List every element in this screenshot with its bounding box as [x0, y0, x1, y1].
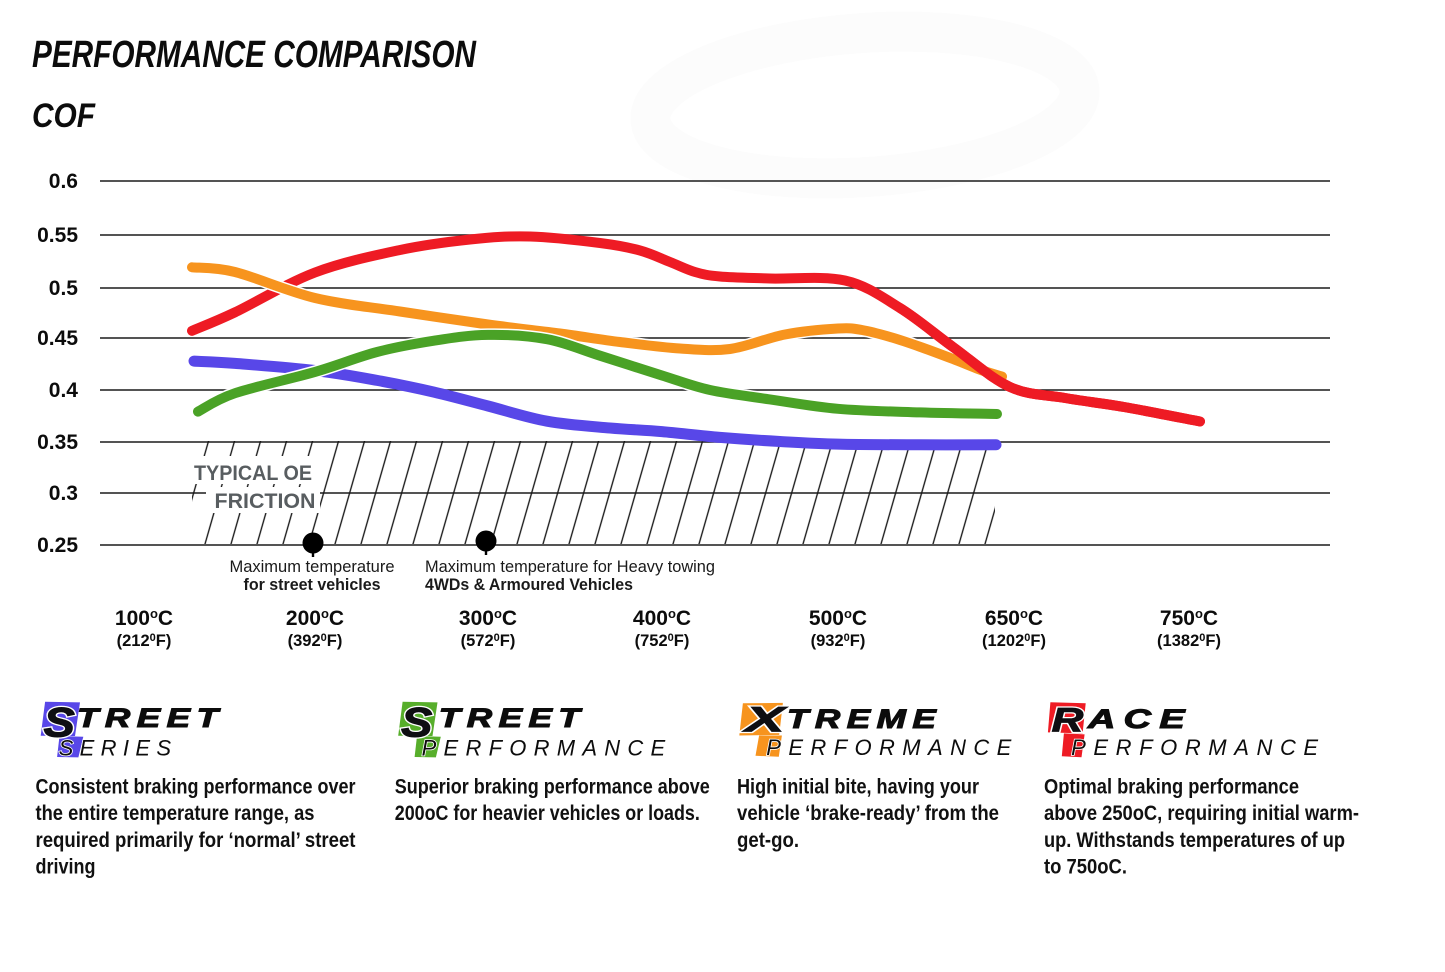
svg-text:S: S — [44, 700, 76, 746]
svg-text:R: R — [1052, 701, 1085, 739]
svg-text:(3920F): (3920F) — [288, 632, 343, 650]
svg-text:X: X — [741, 700, 787, 739]
svg-text:vehicle ‘brake-ready’ from the: vehicle ‘brake-ready’ from the — [737, 801, 999, 825]
svg-text:PERFORMANCE: PERFORMANCE — [422, 736, 666, 761]
svg-text:0.4: 0.4 — [49, 379, 79, 402]
svg-text:TREET: TREET — [77, 703, 225, 733]
svg-text:(13820F): (13820F) — [1157, 632, 1221, 650]
svg-text:(12020F): (12020F) — [982, 632, 1046, 650]
svg-text:(5720F): (5720F) — [461, 632, 516, 650]
svg-text:0.5: 0.5 — [49, 277, 79, 300]
svg-text:required primarily for ‘normal: required primarily for ‘normal’ street — [36, 828, 356, 852]
svg-text:ACE: ACE — [1087, 704, 1193, 734]
svg-text:FRICTION: FRICTION — [215, 490, 316, 513]
svg-text:100oC: 100oC — [115, 606, 173, 630]
svg-text:S: S — [44, 700, 76, 746]
svg-text:750oC: 750oC — [1160, 606, 1218, 630]
svg-text:Superior braking performance a: Superior braking performance above — [395, 775, 710, 799]
svg-text:up. Withstands temperatures of: up. Withstands temperatures of up — [1044, 828, 1345, 852]
svg-text:300oC: 300oC — [459, 606, 517, 630]
svg-text:the entire temperature range,: the entire temperature range, as — [36, 801, 315, 825]
svg-text:PERFORMANCE COMPARISON: PERFORMANCE COMPARISON — [32, 34, 477, 76]
svg-text:400oC: 400oC — [633, 606, 691, 630]
svg-text:X: X — [741, 700, 787, 739]
svg-text:TYPICAL OE: TYPICAL OE — [194, 462, 312, 485]
svg-text:0.3: 0.3 — [49, 482, 78, 505]
svg-text:Maximum temperature for Heavy: Maximum temperature for Heavy towing — [425, 558, 715, 576]
svg-text:COF: COF — [32, 97, 96, 135]
svg-text:(2120F): (2120F) — [117, 632, 172, 650]
svg-text:get-go.: get-go. — [737, 828, 799, 852]
svg-text:0.55: 0.55 — [37, 224, 78, 247]
svg-text:Optimal braking performance: Optimal braking performance — [1044, 775, 1299, 799]
svg-text:for street vehicles: for street vehicles — [244, 576, 381, 594]
svg-text:High initial bite, having your: High initial bite, having your — [737, 775, 980, 799]
svg-text:(7520F): (7520F) — [635, 632, 690, 650]
svg-text:to 750oC.: to 750oC. — [1044, 855, 1127, 879]
svg-text:0.45: 0.45 — [37, 327, 78, 350]
svg-text:driving: driving — [36, 855, 96, 879]
svg-text:R: R — [1052, 701, 1085, 739]
svg-text:0.6: 0.6 — [49, 170, 78, 193]
svg-text:200oC for heavier vehicles or: 200oC for heavier vehicles or loads. — [395, 801, 700, 825]
svg-text:(9320F): (9320F) — [811, 632, 866, 650]
svg-text:Consistent braking performance: Consistent braking performance over — [36, 775, 357, 799]
svg-text:above 250oC, requiring initial: above 250oC, requiring initial warm- — [1044, 801, 1359, 825]
svg-text:650oC: 650oC — [985, 606, 1043, 630]
svg-text:200oC: 200oC — [286, 606, 344, 630]
svg-text:S: S — [401, 700, 433, 746]
svg-text:Maximum temperature: Maximum temperature — [229, 558, 394, 576]
svg-text:4WDs & Armoured Vehicles: 4WDs & Armoured Vehicles — [425, 576, 633, 594]
svg-text:0.25: 0.25 — [37, 534, 78, 557]
svg-text:500oC: 500oC — [809, 606, 867, 630]
svg-text:TREME: TREME — [787, 704, 942, 734]
svg-text:TREET: TREET — [439, 703, 587, 733]
svg-text:S: S — [401, 700, 433, 746]
svg-text:0.35: 0.35 — [37, 431, 78, 454]
